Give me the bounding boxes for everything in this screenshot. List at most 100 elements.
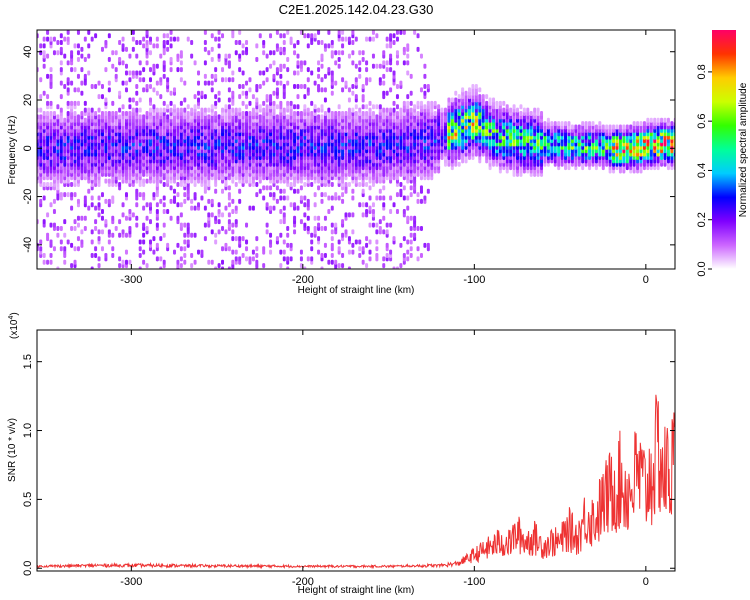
heatmap-cell <box>203 107 207 113</box>
heatmap-cell <box>131 46 135 52</box>
heatmap-cell <box>378 225 382 231</box>
heatmap-cell <box>183 80 187 86</box>
heatmap-cell <box>231 107 235 113</box>
heatmap-cell <box>368 256 372 262</box>
heatmap-cell <box>145 178 149 184</box>
heatmap-cell <box>395 60 399 66</box>
heatmap-cell <box>224 104 228 110</box>
heatmap-cell <box>341 263 345 269</box>
heatmap-cell <box>368 239 372 245</box>
heatmap-cell <box>131 30 135 35</box>
heatmap-cell <box>104 198 108 204</box>
heatmap-cell <box>107 178 111 184</box>
heatmap-cell <box>262 80 266 86</box>
heatmap-cell <box>306 77 310 83</box>
heatmap-cell <box>148 239 152 245</box>
heatmap-cell <box>100 83 104 89</box>
heatmap-cell <box>423 73 427 79</box>
heatmap-cell <box>231 259 235 265</box>
heatmap-cell <box>574 124 578 130</box>
heatmap-cell <box>190 263 194 269</box>
heatmap-cell <box>371 53 375 59</box>
heatmap-cell <box>416 225 420 231</box>
heatmap-cell <box>162 259 166 265</box>
heatmap-cell <box>666 117 670 123</box>
heatmap-cell <box>56 114 60 120</box>
heatmap-cell <box>231 209 235 215</box>
heatmap-cell <box>46 111 50 117</box>
heatmap-cell <box>361 246 365 252</box>
heatmap-cell <box>162 182 166 188</box>
colorbar-tick-label: 0.2 <box>696 212 708 227</box>
heatmap-cell <box>238 40 242 46</box>
heatmap-cell <box>217 36 221 42</box>
heatmap-cell <box>320 87 324 93</box>
heatmap-cell <box>282 205 286 211</box>
heatmap-cell <box>111 252 115 258</box>
heatmap-cell <box>269 192 273 198</box>
heatmap-cell <box>76 56 80 62</box>
heatmap-cell <box>63 246 67 252</box>
heatmap-cell <box>426 242 430 248</box>
heatmap-cell <box>152 236 156 242</box>
heatmap-cell <box>231 77 235 83</box>
heatmap-cell <box>152 43 156 49</box>
heatmap-cell <box>269 185 273 191</box>
heatmap-cell <box>317 114 321 120</box>
heatmap-cell <box>207 212 211 218</box>
heatmap-cell <box>375 239 379 245</box>
heatmap-cell <box>193 60 197 66</box>
colorbar-gradient <box>712 30 736 269</box>
heatmap-cell <box>265 229 269 235</box>
heatmap-cell <box>385 252 389 258</box>
heatmap-cell <box>145 225 149 231</box>
heatmap-cell <box>107 80 111 86</box>
heatmap-cell <box>605 124 609 130</box>
heatmap-cell <box>83 107 87 113</box>
heatmap-cell <box>313 80 317 86</box>
heatmap-cell <box>59 67 63 73</box>
heatmap-cell <box>378 195 382 201</box>
heatmap-cell <box>310 182 314 188</box>
heatmap-cell <box>275 67 279 73</box>
heatmap-cell <box>310 232 314 238</box>
heatmap-cell <box>66 60 70 66</box>
heatmap-cell <box>76 43 80 49</box>
heatmap-cell <box>121 80 125 86</box>
heatmap-cell <box>392 202 396 208</box>
heatmap-cell <box>382 256 386 262</box>
heatmap-cell <box>169 90 173 96</box>
heatmap-cell <box>382 60 386 66</box>
heatmap-cell <box>46 212 50 218</box>
heatmap-cell <box>663 117 667 123</box>
heatmap-cell <box>138 77 142 83</box>
heatmap-cell <box>166 242 170 248</box>
heatmap-cell <box>221 77 225 83</box>
heatmap-cell <box>207 198 211 204</box>
heatmap-cell <box>402 236 406 242</box>
heatmap-cell <box>224 242 228 248</box>
heatmap-cell <box>299 219 303 225</box>
heatmap-cell <box>269 33 273 39</box>
heatmap-cell <box>159 53 163 59</box>
heatmap-cell <box>118 90 122 96</box>
heatmap-cell <box>176 242 180 248</box>
heatmap-cell <box>87 188 91 194</box>
heatmap-cell <box>289 202 293 208</box>
heatmap-cell <box>368 195 372 201</box>
heatmap-cell <box>227 266 231 269</box>
heatmap-cell <box>289 36 293 42</box>
heatmap-cell <box>248 205 252 211</box>
heatmap-cell <box>286 232 290 238</box>
heatmap-cell <box>293 70 297 76</box>
heatmap-cell <box>76 215 80 221</box>
spectrogram-y-tick-label: 40 <box>22 46 34 58</box>
heatmap-cell <box>371 30 375 35</box>
heatmap-cell <box>330 90 334 96</box>
heatmap-cell <box>179 212 183 218</box>
heatmap-cell <box>323 87 327 93</box>
heatmap-cell <box>303 195 307 201</box>
heatmap-cell <box>392 40 396 46</box>
heatmap-cell <box>419 53 423 59</box>
heatmap-cell <box>323 242 327 248</box>
